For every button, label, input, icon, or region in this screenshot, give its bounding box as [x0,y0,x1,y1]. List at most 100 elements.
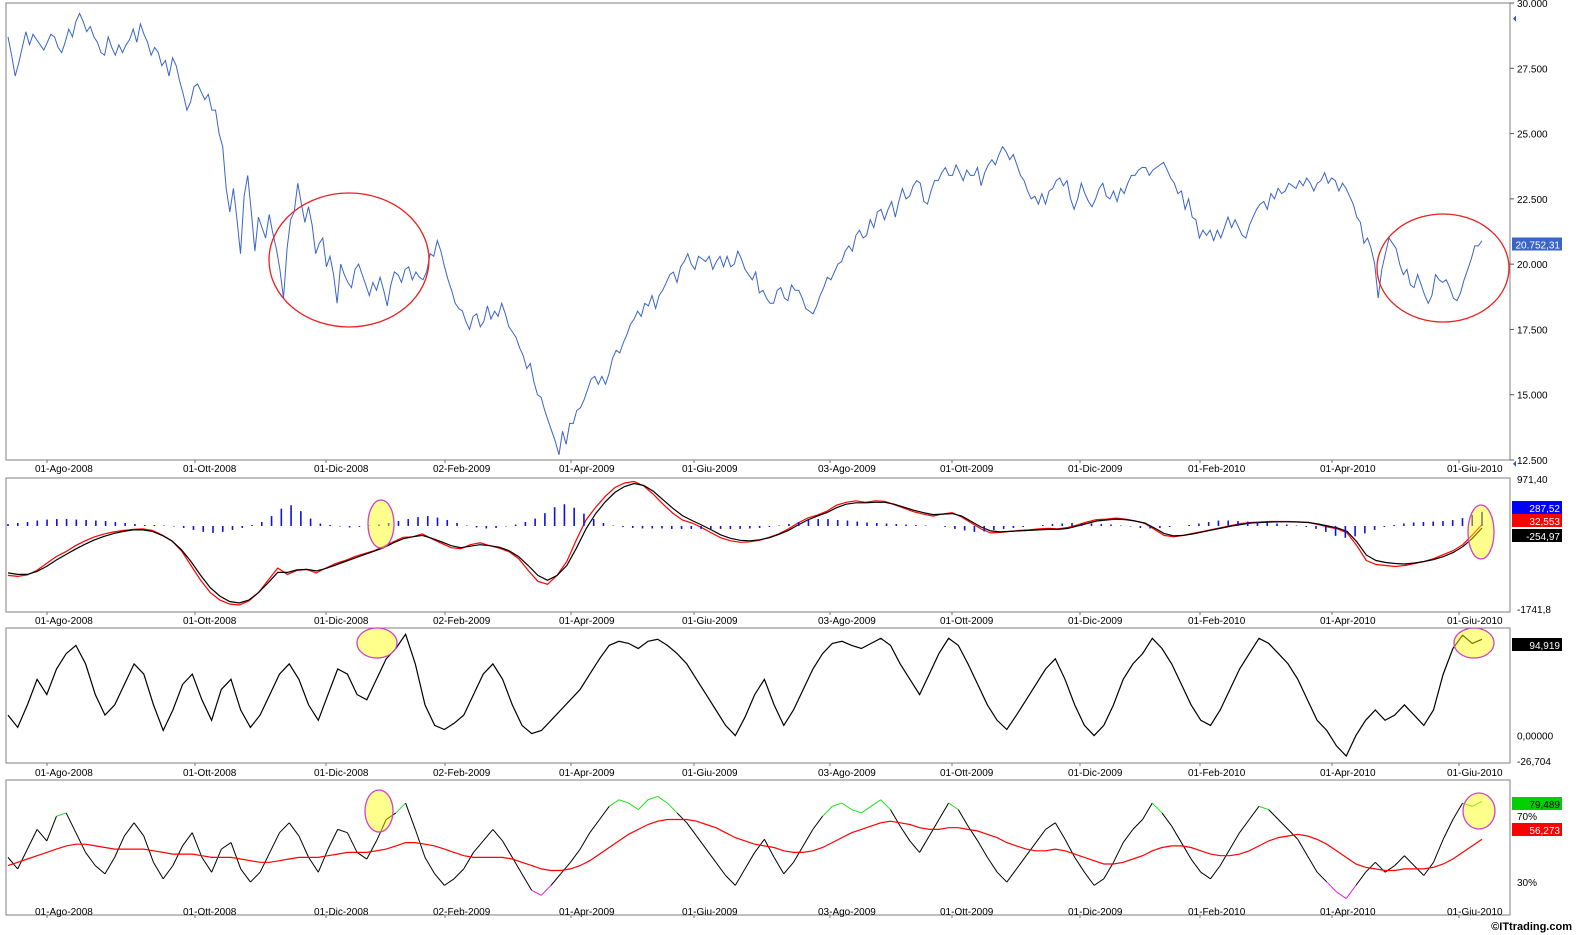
series-segment [26,829,38,850]
series-segment [1268,809,1279,820]
series-segment [1326,881,1337,893]
series-segment [744,852,756,870]
series-segment [104,857,116,875]
annotation-ellipse [364,789,394,833]
series-segment [676,812,688,824]
series-segment [1365,861,1376,873]
x-tick-label: 01-Ott-2009 [940,616,994,627]
series-segment [94,865,106,875]
series-segment [1171,825,1182,843]
series-segment [1248,806,1260,820]
series-segment [269,832,280,853]
series-segment [1122,829,1134,843]
series-segment [1239,819,1250,833]
series-segment [1064,839,1076,858]
x-tick-label: 01-Ott-2009 [940,907,994,918]
series-segment [356,852,368,860]
series-segment [123,822,135,837]
y-tick-label: 12.500 [1517,456,1548,467]
series-segment [763,839,775,858]
x-tick-label: 01-Ago-2008 [35,464,93,475]
series-segment [65,812,77,833]
x-tick-label: 01-Ott-2009 [940,464,994,475]
series-segment [434,873,445,886]
x-tick-label: 02-Feb-2009 [433,907,491,918]
y-tick-label: 0,00000 [1517,732,1554,743]
x-tick-label: 01-Ott-2008 [183,464,237,475]
series-segment [46,816,57,842]
x-tick-label: 01-Ott-2008 [183,768,237,779]
series-segment [996,871,1008,883]
x-tick-label: 03-Ago-2009 [818,907,876,918]
series-segment [1006,868,1017,883]
series-segment [696,835,707,850]
series-segment [1113,842,1124,863]
y-tick-label: -1741,8 [1517,605,1551,616]
series-segment [162,865,174,880]
panel-frame-price [5,2,1511,461]
series-segment [221,842,232,850]
x-tick-label: 01-Dic-2008 [314,464,369,475]
x-tick-label: 03-Ago-2009 [818,768,876,779]
y-tick-label: -26,704 [1517,757,1551,768]
series-segment [521,873,533,891]
value-badge [1512,501,1562,514]
x-tick-label: 01-Giu-2010 [1447,464,1503,475]
series-line-oscillator-0 [7,632,1483,758]
series-segment [793,845,804,863]
credit-text: ©ITtrading.com [1491,921,1572,933]
x-tick-label: 01-Ago-2008 [35,907,93,918]
series-segment [589,819,600,833]
series-segment [230,842,242,870]
series-segment [977,840,988,858]
series-segment [463,852,474,870]
series-segment [482,829,494,842]
annotation-ellipse [1376,213,1510,323]
series-segment [1277,819,1289,830]
series-segment [1316,871,1328,883]
x-tick-label: 01-Giu-2009 [682,464,738,475]
series-segment [1054,822,1066,840]
x-tick-label: 02-Feb-2009 [433,616,491,627]
series-segment [667,802,678,814]
series-segment [1413,865,1425,876]
series-segment [1258,805,1269,811]
series-segment [890,809,901,827]
series-segment [405,802,416,830]
series-segment [1132,819,1143,830]
series-segment [1200,871,1211,880]
series-segment [783,861,794,875]
value-badge [1512,638,1562,651]
axis-arrow-icon [1513,460,1516,467]
series-segment [628,802,639,811]
series-segment [802,829,814,847]
x-tick-label: 01-Giu-2009 [682,768,738,779]
x-tick-label: 01-Ott-2008 [183,616,237,627]
series-segment [133,822,145,837]
series-segment [317,848,329,873]
series-segment [298,835,310,858]
x-tick-label: 01-Dic-2009 [1068,464,1123,475]
series-segment [1210,865,1221,880]
series-segment [366,840,377,860]
series-segment [948,802,959,811]
x-tick-label: 01-Apr-2010 [1320,616,1376,627]
series-segment [1442,819,1454,840]
series-segment [1190,858,1202,873]
series-segment [870,799,882,807]
series-segment [725,875,736,886]
series-segment [85,852,96,866]
series-segment [1452,802,1464,820]
series-segment [618,799,629,804]
series-segment [531,889,542,896]
value-badge-text: 79,489 [1529,800,1560,811]
series-segment [928,819,940,837]
x-tick-label: 01-Ott-2008 [183,907,237,918]
series-segment [182,832,193,847]
x-tick-label: 01-Ott-2009 [940,768,994,779]
series-segment [657,796,668,804]
series-segment [705,848,717,863]
series-segment [444,878,455,886]
series-segment [308,857,319,873]
